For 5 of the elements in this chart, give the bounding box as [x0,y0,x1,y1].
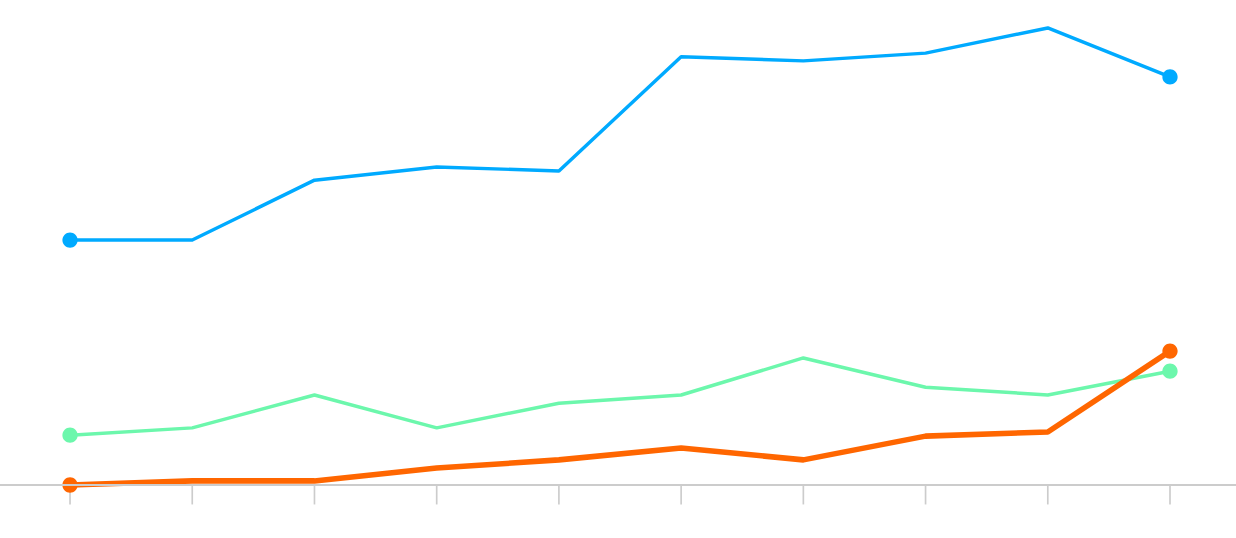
point [1162,363,1178,379]
point [62,427,78,443]
point [62,232,78,248]
point [1162,69,1178,85]
point [1162,343,1178,359]
